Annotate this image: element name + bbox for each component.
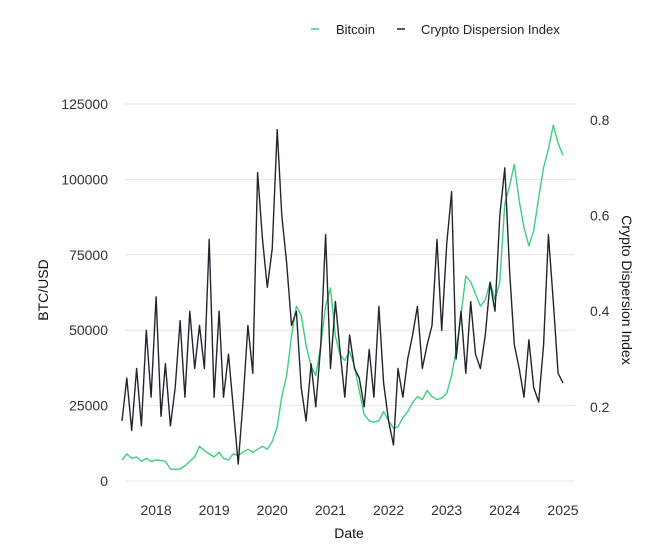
x-tick-labels: 2018 2019 2020 2021 2022 2023 2024 2025 bbox=[140, 502, 578, 518]
y-left-tick-5: 125000 bbox=[61, 96, 108, 112]
series-lines bbox=[121, 124, 564, 471]
legend-label-dispersion: Crypto Dispersion Index bbox=[421, 22, 560, 37]
grid-lines bbox=[125, 103, 575, 482]
x-tick-2023: 2023 bbox=[431, 502, 462, 518]
y-left-tick-2: 50000 bbox=[69, 322, 108, 338]
x-tick-2024: 2024 bbox=[489, 502, 520, 518]
series-line-crypto-dispersion-index bbox=[121, 128, 564, 465]
x-axis-title: Date bbox=[334, 525, 364, 541]
y-left-tick-1: 25000 bbox=[69, 398, 108, 414]
x-tick-2019: 2019 bbox=[199, 502, 230, 518]
y-left-tick-0: 0 bbox=[100, 473, 108, 489]
y-right-tick-labels: 0.2 0.4 0.6 0.8 bbox=[590, 112, 610, 415]
y-right-tick-2: 0.6 bbox=[590, 208, 610, 224]
x-tick-2020: 2020 bbox=[257, 502, 288, 518]
y-left-axis-title: BTC/USD bbox=[35, 259, 51, 320]
x-tick-2022: 2022 bbox=[373, 502, 404, 518]
x-tick-2021: 2021 bbox=[315, 502, 346, 518]
series-line-bitcoin bbox=[121, 124, 564, 471]
y-right-tick-1: 0.4 bbox=[590, 303, 610, 319]
y-right-axis-title: Crypto Dispersion Index bbox=[619, 215, 635, 364]
y-right-tick-3: 0.8 bbox=[590, 112, 610, 128]
y-right-tick-0: 0.2 bbox=[590, 399, 610, 415]
x-tick-2025: 2025 bbox=[547, 502, 578, 518]
legend-label-bitcoin: Bitcoin bbox=[336, 22, 375, 37]
y-left-tick-labels: 0 25000 50000 75000 100000 125000 bbox=[61, 96, 108, 489]
legend: Bitcoin Crypto Dispersion Index bbox=[311, 22, 560, 37]
x-tick-2018: 2018 bbox=[140, 502, 171, 518]
y-left-tick-3: 75000 bbox=[69, 247, 108, 263]
y-left-tick-4: 100000 bbox=[61, 171, 108, 187]
